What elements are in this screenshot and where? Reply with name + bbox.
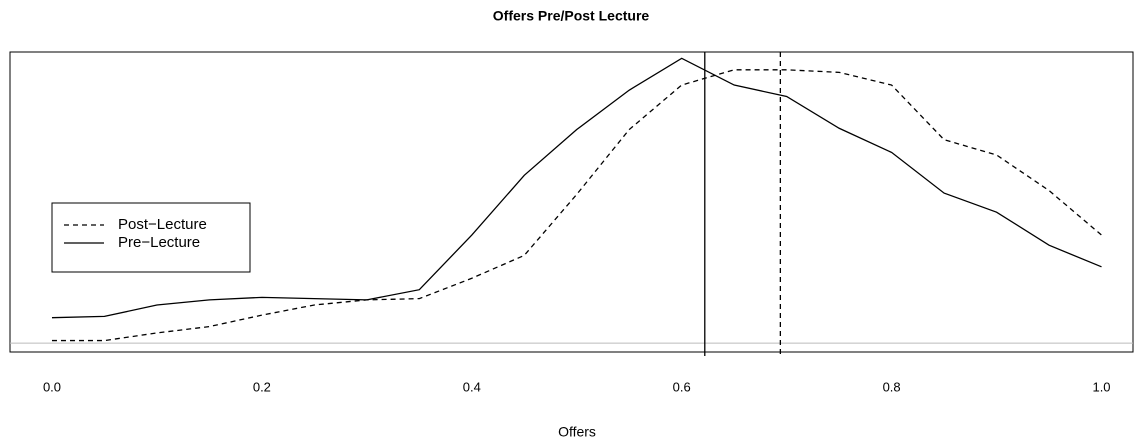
x-tick-label: 0.8 (883, 379, 901, 394)
x-tick-label: 0.6 (673, 379, 691, 394)
x-axis-label: Offers (558, 424, 596, 440)
density-line (51, 57, 1102, 319)
density-line (51, 69, 1102, 342)
x-tick-label: 0.0 (43, 379, 61, 394)
legend-label: Pre−Lecture (118, 234, 200, 251)
x-tick-label: 0.4 (463, 379, 481, 394)
x-tick-label: 1.0 (1092, 379, 1110, 394)
legend-label: Post−Lecture (118, 216, 207, 233)
legend-box (51, 202, 251, 273)
plot-frame (9, 51, 1134, 353)
x-tick-label: 0.2 (253, 379, 271, 394)
chart-title: Offers Pre/Post Lecture (493, 8, 650, 24)
